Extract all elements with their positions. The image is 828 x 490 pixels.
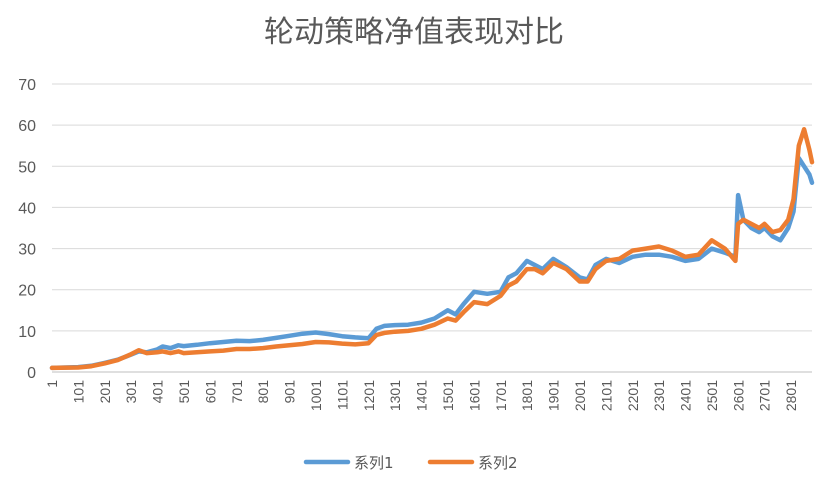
x-axis-tick-labels: 1 101 201 301 401 501 601 701 801 901 1001 1101 1201…	[44, 380, 799, 411]
x-tick-label: 1801	[519, 380, 535, 411]
y-tick-label: 0	[27, 365, 36, 382]
legend-label-2: 系列2	[478, 454, 518, 472]
y-tick-label: 20	[18, 283, 36, 300]
y-tick-label: 60	[18, 118, 36, 135]
x-tick-label: 2101	[598, 380, 614, 411]
series-lines	[49, 127, 815, 371]
x-tick-label: 601	[202, 380, 218, 404]
x-tick-label: 801	[255, 380, 271, 404]
gridlines	[52, 83, 812, 332]
x-tick-label: 2701	[757, 380, 773, 411]
x-tick-label: 401	[150, 380, 166, 404]
x-tick-label: 1701	[493, 380, 509, 411]
x-tick-label: 2201	[625, 380, 641, 411]
chart-title: 轮动策略净值表现对比	[264, 15, 564, 50]
x-tick-label: 2601	[730, 380, 746, 411]
y-tick-label: 70	[18, 77, 36, 94]
x-tick-label: 201	[97, 380, 113, 404]
x-tick-label: 2801	[783, 380, 799, 411]
x-tick-label: 1901	[546, 380, 562, 411]
x-tick-label: 701	[229, 380, 245, 404]
x-tick-label: 1501	[440, 380, 456, 411]
x-tick-label: 1101	[334, 380, 350, 410]
x-tick-label: 1401	[414, 380, 430, 411]
x-tick-label: 1601	[466, 380, 482, 411]
x-tick-label: 1201	[361, 380, 377, 411]
x-tick-label: 1301	[387, 380, 403, 411]
x-tick-label: 901	[282, 380, 298, 404]
series-line-1	[49, 155, 815, 371]
x-tick-label: 2301	[651, 380, 667, 411]
x-tick-label: 2501	[704, 380, 720, 411]
x-tick-label: 2401	[678, 380, 694, 411]
x-tick-label: 1001	[308, 380, 324, 411]
x-tick-label: 101	[70, 380, 86, 404]
x-tick-label: 1	[44, 380, 60, 388]
x-tick-label: 501	[176, 380, 192, 404]
legend-label-1: 系列1	[354, 454, 394, 472]
legend: 系列1 系列2	[303, 454, 518, 472]
y-tick-label: 40	[18, 200, 36, 217]
y-tick-label: 30	[18, 242, 36, 259]
y-tick-label: 50	[18, 159, 36, 176]
y-tick-label: 10	[18, 324, 36, 341]
x-tick-label: 2001	[572, 380, 588, 411]
x-tick-label: 301	[123, 380, 139, 404]
y-axis-tick-labels: 0 10 20 30 40 50 60 70	[18, 77, 36, 382]
series-line-2	[49, 127, 815, 371]
